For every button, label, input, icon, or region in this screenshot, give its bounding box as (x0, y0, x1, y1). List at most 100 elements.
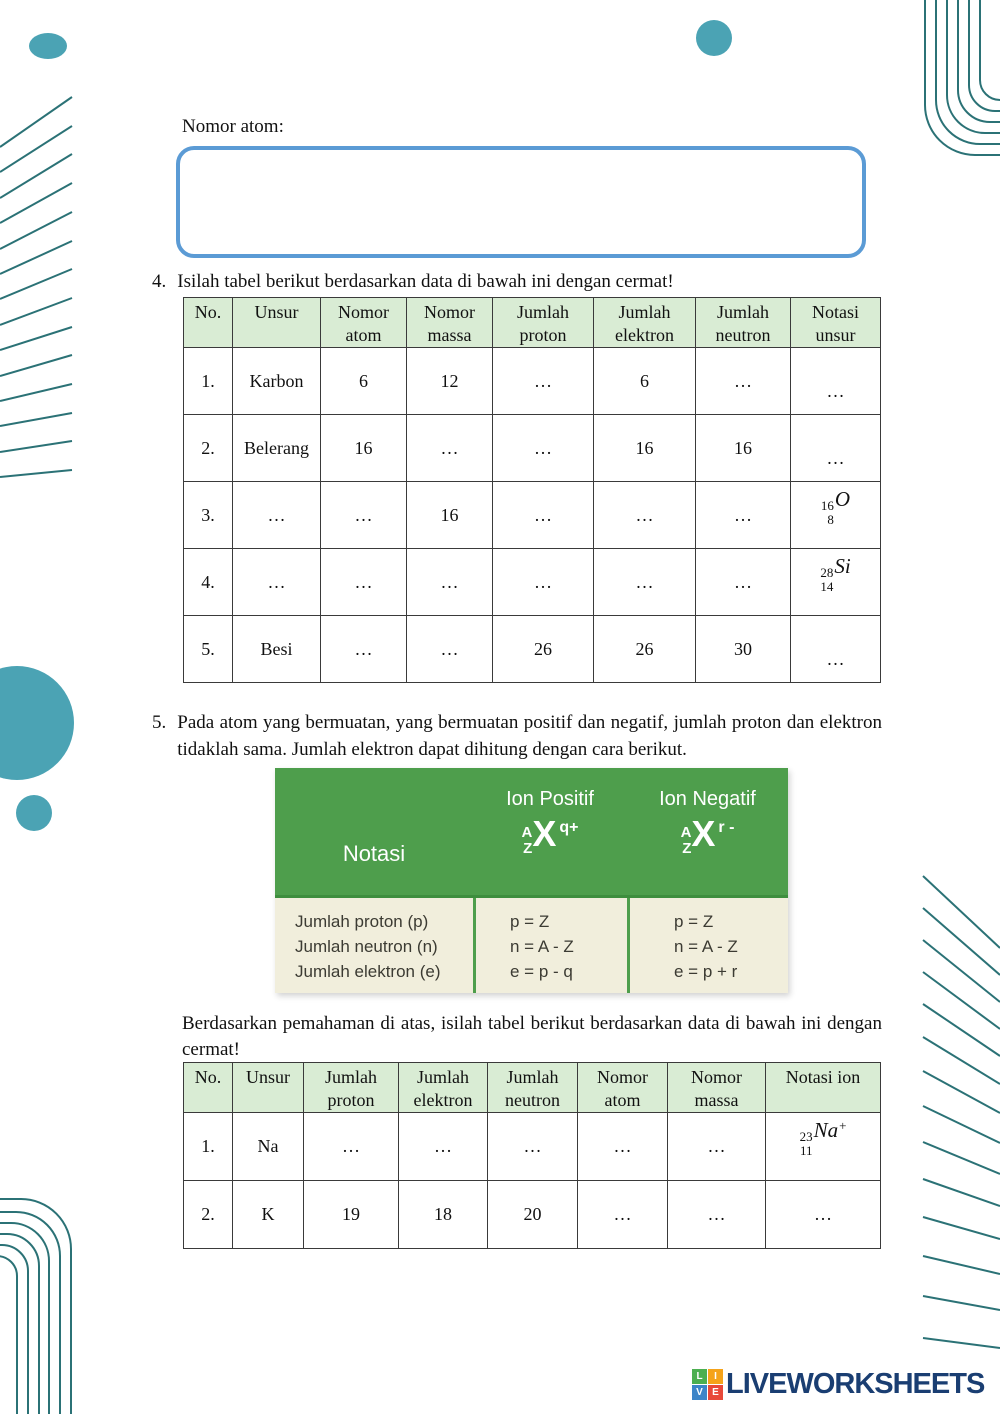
liveworksheets-logo-icon: L I V E (692, 1369, 723, 1400)
table-cell: 30 (695, 615, 791, 684)
table-cell: 3. (183, 481, 233, 550)
ion-data-table: No. Unsur Jumlah proton Jumlah elektron Juml… (183, 1061, 881, 1250)
question-5-text: Pada atom yang bermuatan, yang bermuatan… (177, 712, 882, 760)
table-cell: 16 (593, 414, 696, 483)
table2-instruction: Berdasarkan pemahaman di atas, isilah ta… (182, 1013, 882, 1061)
table-cell: … (320, 615, 407, 684)
ion-negatif-title: Ion Negatif (659, 788, 756, 810)
column-header: Nomor atom (320, 296, 407, 349)
table-cell: … (695, 548, 791, 617)
table-cell: … (303, 1112, 399, 1182)
isotope-notation: 23 11 Na+ (799, 1118, 847, 1159)
table-row: 3.…… 16……… 16 8 O (183, 481, 881, 550)
table-cell: … (487, 1112, 578, 1182)
table-cell: Na (232, 1112, 304, 1182)
column-header: Jumlah elektron (398, 1061, 488, 1114)
right-line-fan (922, 875, 1000, 1349)
table-cell: 4. (183, 548, 233, 617)
table-cell: K (232, 1180, 304, 1250)
table-row: 2. Belerang 16…… 16 16… (183, 414, 881, 483)
column-header: Jumlah proton (303, 1061, 399, 1114)
table-cell: … (492, 347, 594, 416)
table-cell: … (593, 481, 696, 550)
column-header: Nomor atom (577, 1061, 668, 1114)
table-cell: … (406, 615, 493, 684)
ion-charge: q+ (559, 819, 579, 836)
table-cell: Belerang (232, 414, 321, 483)
column-header: Notasi unsur (790, 296, 881, 349)
table-row: 5. Besi…… 26 26 30… (183, 615, 881, 684)
question-4: 4. Isilah tabel berikut berdasarkan data… (152, 269, 882, 296)
atomic-number: Z (682, 839, 692, 857)
table-cell: 26 (593, 615, 696, 684)
column-header: Unsur (232, 1061, 304, 1114)
table-cell: 28 14 Si (790, 548, 881, 617)
table-cell: … (695, 481, 791, 550)
element-symbol: X (691, 813, 716, 854)
liveworksheets-logo: L I V E LIVEWORKSHEETS (692, 1368, 985, 1400)
table-cell: 6 (593, 347, 696, 416)
table-cell: 19 (303, 1180, 399, 1250)
table-cell: 26 (492, 615, 594, 684)
question-5-number: 5. (152, 712, 167, 733)
column-header: Jumlah neutron (695, 296, 791, 349)
table-cell: … (232, 548, 321, 617)
mass-number: A (521, 824, 533, 841)
table-cell: … (695, 347, 791, 416)
table-row: 1. Karbon 6 12… 6…… (183, 347, 881, 416)
atomic-number: Z (523, 839, 533, 857)
table-cell: … (492, 481, 594, 550)
column-header: No. (183, 1061, 233, 1114)
question-4-number: 4. (152, 271, 167, 292)
element-symbol: X (532, 813, 557, 854)
positive-ion-formulas: p = Z n = A - Z e = p - q (473, 898, 627, 993)
table-cell: … (406, 414, 493, 483)
table-cell: 18 (398, 1180, 488, 1250)
table-cell: 16 (406, 481, 493, 550)
mass-number: A (680, 824, 692, 841)
table-cell: … (577, 1180, 668, 1250)
question-5: 5. Pada atom yang bermuatan, yang bermua… (152, 710, 882, 764)
table-cell: 16 8 O (790, 481, 881, 550)
teal-dots (0, 20, 732, 831)
table-cell: Besi (232, 615, 321, 684)
table-cell: 20 (487, 1180, 578, 1250)
table-cell: … (593, 548, 696, 617)
element-data-table: No. Unsur Nomor atom Nomor massa Jumlah prot… (183, 296, 881, 684)
nomor-atom-answer-box[interactable] (176, 146, 866, 258)
table-row: 4.……………… 28 14 Si (183, 548, 881, 617)
top-right-arcs (924, 0, 1000, 156)
table-cell: 6 (320, 347, 407, 416)
table-cell: … (765, 1180, 881, 1250)
table-row: 2. K 19 18 20……… (183, 1180, 881, 1250)
column-header: Nomor massa (406, 296, 493, 349)
table-cell: 2. (183, 1180, 233, 1250)
table-cell: … (232, 481, 321, 550)
table-cell: 1. (183, 1112, 233, 1182)
isotope-notation: 16 8 O (820, 487, 851, 528)
table-cell: … (667, 1180, 766, 1250)
column-header: Jumlah neutron (487, 1061, 578, 1114)
table-cell: … (790, 615, 881, 684)
column-header: Notasi ion (765, 1061, 881, 1114)
negative-ion-formulas: p = Z n = A - Z e = p + r (627, 898, 788, 993)
ion-charge: r - (718, 819, 735, 836)
table-cell: 5. (183, 615, 233, 684)
liveworksheets-logo-text: LIVEWORKSHEETS (726, 1368, 985, 1400)
table-cell: … (320, 481, 407, 550)
question-4-text: Isilah tabel berikut berdasarkan data di… (177, 271, 674, 292)
table-cell: 23 11 Na+ (765, 1112, 881, 1182)
table-cell: Karbon (232, 347, 321, 416)
table-row: 1. Na…………… 23 11 Na+ (183, 1112, 881, 1182)
column-header: Nomor massa (667, 1061, 766, 1114)
table-cell: 16 (320, 414, 407, 483)
table-cell: … (492, 548, 594, 617)
column-header: Jumlah elektron (593, 296, 696, 349)
ion-positif-title: Ion Positif (506, 788, 594, 810)
isotope-notation: 28 14 Si (820, 554, 851, 595)
